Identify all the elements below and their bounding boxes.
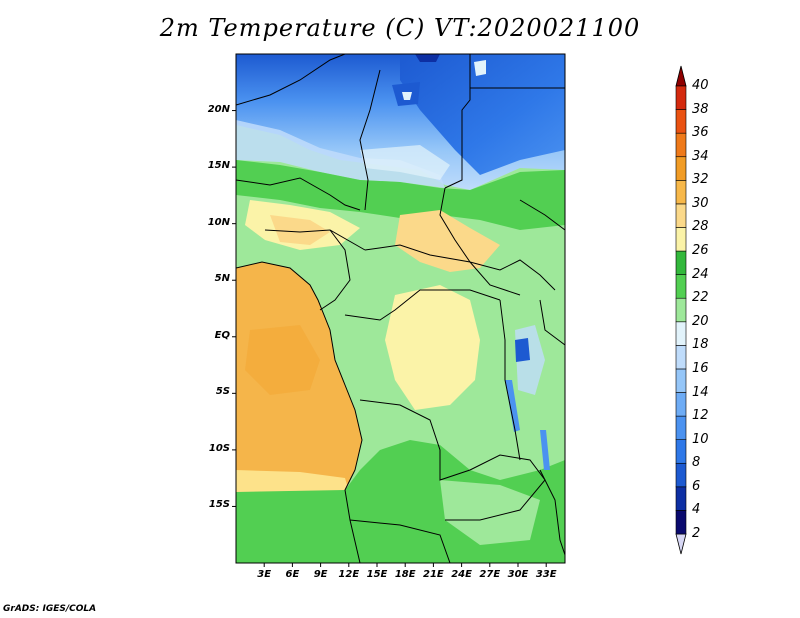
colorbar-segment — [675, 250, 687, 275]
map-field — [236, 54, 565, 563]
colorbar-segment — [675, 462, 687, 488]
colorbar-segment — [675, 203, 687, 228]
colorbar-level-label: 22 — [692, 290, 709, 306]
southern-light-green — [440, 480, 540, 545]
colorbar-level-label: 18 — [692, 337, 709, 353]
sahel-green-belt — [236, 160, 565, 230]
colorbar-level-label: 20 — [692, 313, 709, 329]
country-borders — [236, 54, 565, 563]
lat-tick-label: 15S — [208, 499, 230, 511]
colorbar-segment — [675, 510, 687, 535]
border-mali-niger — [236, 177, 361, 211]
border-congo — [344, 289, 501, 321]
lon-tick-label: 18E — [394, 569, 416, 580]
lat-tick-label: 10S — [208, 442, 230, 454]
border-niger-chad — [359, 69, 381, 211]
border-chad-sudan — [439, 187, 471, 263]
sahara-east-deep — [400, 54, 565, 175]
colorbar-level-label: 32 — [692, 172, 709, 188]
warm-belt-west — [270, 215, 330, 245]
colorbar-level-label: 36 — [692, 125, 709, 141]
colorbar-segment — [675, 368, 687, 393]
border-algeria-niger — [236, 54, 346, 106]
colorbar-level-label: 10 — [692, 431, 709, 447]
lon-tick-label: 15E — [366, 569, 388, 580]
cold-patch-1 — [415, 54, 440, 62]
lon-tick-label: 24E — [451, 569, 472, 580]
congo-warm-region — [385, 285, 480, 410]
border-coastline — [236, 261, 363, 563]
border-car — [364, 244, 521, 296]
colorbar-segment — [675, 85, 687, 110]
lat-tick-label: 5N — [214, 273, 230, 285]
border-ethiopia — [519, 199, 565, 231]
colorbar-segment — [675, 392, 687, 417]
axis-ticks — [232, 110, 547, 567]
colorbar-level-label: 8 — [692, 455, 701, 471]
sahel-light-blue — [360, 145, 450, 180]
lon-tick-label: 21E — [423, 569, 444, 580]
ocean-warm-patch — [245, 325, 320, 395]
colorbar-level-label: 26 — [692, 243, 709, 259]
border-south-sudan — [469, 259, 556, 291]
lake-tanganyika — [505, 380, 520, 432]
border-angola-south — [349, 519, 451, 563]
colorbar-segment — [675, 180, 687, 205]
border-nigeria — [264, 229, 366, 251]
lat-tick-label: 5S — [215, 386, 230, 398]
border-mozambique — [539, 469, 565, 556]
warm-belt-central — [395, 210, 500, 272]
colorbar-segment — [675, 439, 687, 464]
colorbar-segment — [675, 415, 687, 440]
cold-patch-4 — [474, 60, 486, 76]
lon-tick-label: 30E — [507, 569, 529, 580]
lon-tick-label: 33E — [535, 569, 557, 580]
lon-tick-label: 12E — [338, 569, 360, 580]
lake-malawi — [540, 430, 550, 470]
border-kenya — [539, 299, 565, 346]
lon-tick-label: 27E — [479, 569, 501, 580]
map-frame — [235, 53, 566, 564]
colorbar-level-label: 38 — [692, 101, 709, 117]
lon-tick-label: 9E — [313, 569, 328, 580]
lat-tick-label: 10N — [207, 216, 230, 228]
colorbar-segment — [675, 274, 687, 299]
colorbar-segment — [675, 486, 687, 511]
colorbar-segment — [675, 345, 687, 370]
colorbar-max-arrow — [675, 65, 687, 87]
lat-tick-label: 20N — [207, 103, 230, 115]
colorbar-level-label: 28 — [692, 219, 709, 235]
colorbar-segment — [675, 132, 687, 158]
border-drc-angola — [359, 399, 471, 481]
colorbar-level-label: 34 — [692, 148, 709, 164]
colorbar-level-label: 24 — [692, 266, 709, 282]
lat-tick-label: EQ — [214, 329, 230, 341]
colorbar-segment — [675, 321, 687, 346]
lake-victoria — [515, 338, 530, 362]
lon-tick-label: 3E — [257, 569, 272, 580]
lat-tick-label: 15N — [207, 160, 230, 172]
colorbar-level-label: 6 — [692, 478, 701, 494]
colorbar-segment — [675, 227, 687, 252]
colorbar-min-arrow — [675, 533, 687, 555]
lon-tick-label: 6E — [285, 569, 300, 580]
cold-patch-3 — [402, 92, 412, 100]
colorbar-level-label: 14 — [692, 384, 709, 400]
colorbar-segment — [675, 109, 687, 134]
colorbar-level-label: 16 — [692, 360, 709, 376]
border-libya-egypt — [444, 54, 471, 189]
grads-credit: GrADS: IGES/COLA — [3, 604, 97, 614]
colorbar-level-label: 30 — [692, 195, 709, 211]
colorbar — [675, 65, 687, 555]
colorbar-level-label: 4 — [692, 502, 701, 518]
chart-title: 2m Temperature (C) VT:2020021100 — [159, 14, 641, 42]
colorbar-segment — [675, 297, 687, 323]
colorbar-segment — [675, 156, 687, 181]
border-drc-east — [499, 299, 521, 461]
border-cameroon — [319, 229, 351, 311]
colorbar-level-label: 40 — [692, 78, 709, 93]
colorbar-level-label: 2 — [692, 526, 701, 541]
colorbar-level-label: 12 — [692, 408, 709, 424]
